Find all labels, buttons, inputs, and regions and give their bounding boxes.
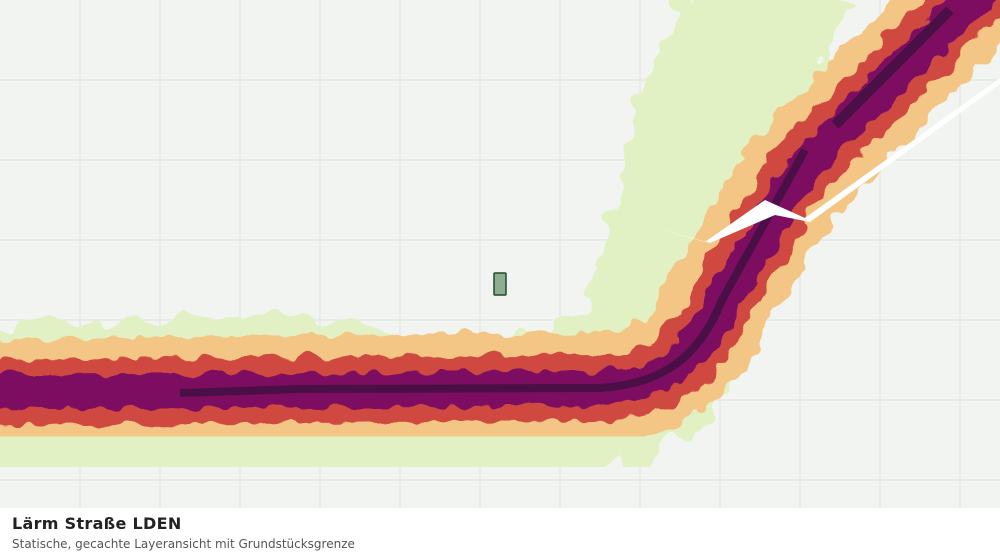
map-title: Lärm Straße LDEN xyxy=(12,514,182,533)
band-70db-top xyxy=(831,6,954,129)
noise-map xyxy=(0,0,1000,508)
parcel-boundary xyxy=(493,272,507,296)
map-subtitle: Statische, gecachte Layeransicht mit Gru… xyxy=(12,537,355,551)
data-gap xyxy=(645,78,1000,243)
band-70db xyxy=(179,148,809,397)
noise-bands xyxy=(0,0,1000,502)
caption: Lärm Straße LDEN Statische, gecachte Lay… xyxy=(0,508,1000,560)
